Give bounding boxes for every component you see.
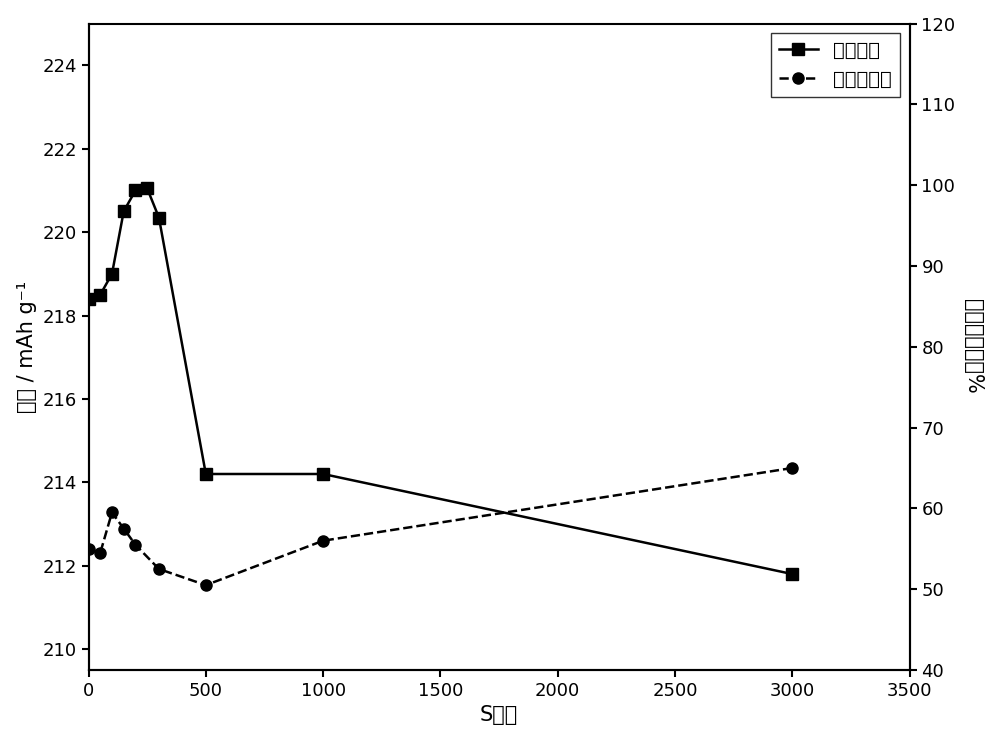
- 放电容量: [83, 295, 95, 303]
- 放电容量: [153, 213, 165, 222]
- 电阵增加率: [94, 548, 106, 557]
- 电阵增加率: [317, 536, 329, 545]
- 放电容量: [200, 470, 212, 479]
- 放电容量: [129, 186, 141, 195]
- 放电容量: [786, 570, 798, 579]
- 电阵增加率: [129, 540, 141, 549]
- Y-axis label: 容量 / mAh g⁻¹: 容量 / mAh g⁻¹: [17, 280, 37, 413]
- 电阵增加率: [153, 565, 165, 574]
- 电阵增加率: [786, 464, 798, 473]
- 电阵增加率: [83, 545, 95, 554]
- 电阵增加率: [118, 524, 130, 533]
- 放电容量: [94, 290, 106, 299]
- 电阵增加率: [106, 508, 118, 517]
- 放电容量: [106, 269, 118, 278]
- 放电容量: [317, 470, 329, 479]
- 电阵增加率: [200, 581, 212, 590]
- Legend: 放电容量, 电阵增加率: 放电容量, 电阵增加率: [771, 33, 900, 96]
- 放电容量: [118, 207, 130, 216]
- Line: 电阵增加率: 电阵增加率: [83, 462, 798, 591]
- Line: 放电容量: 放电容量: [83, 183, 798, 580]
- 放电容量: [141, 184, 153, 193]
- X-axis label: S的量: S的量: [480, 706, 518, 726]
- Y-axis label: 电阵增加率／%: 电阵增加率／%: [963, 300, 983, 394]
